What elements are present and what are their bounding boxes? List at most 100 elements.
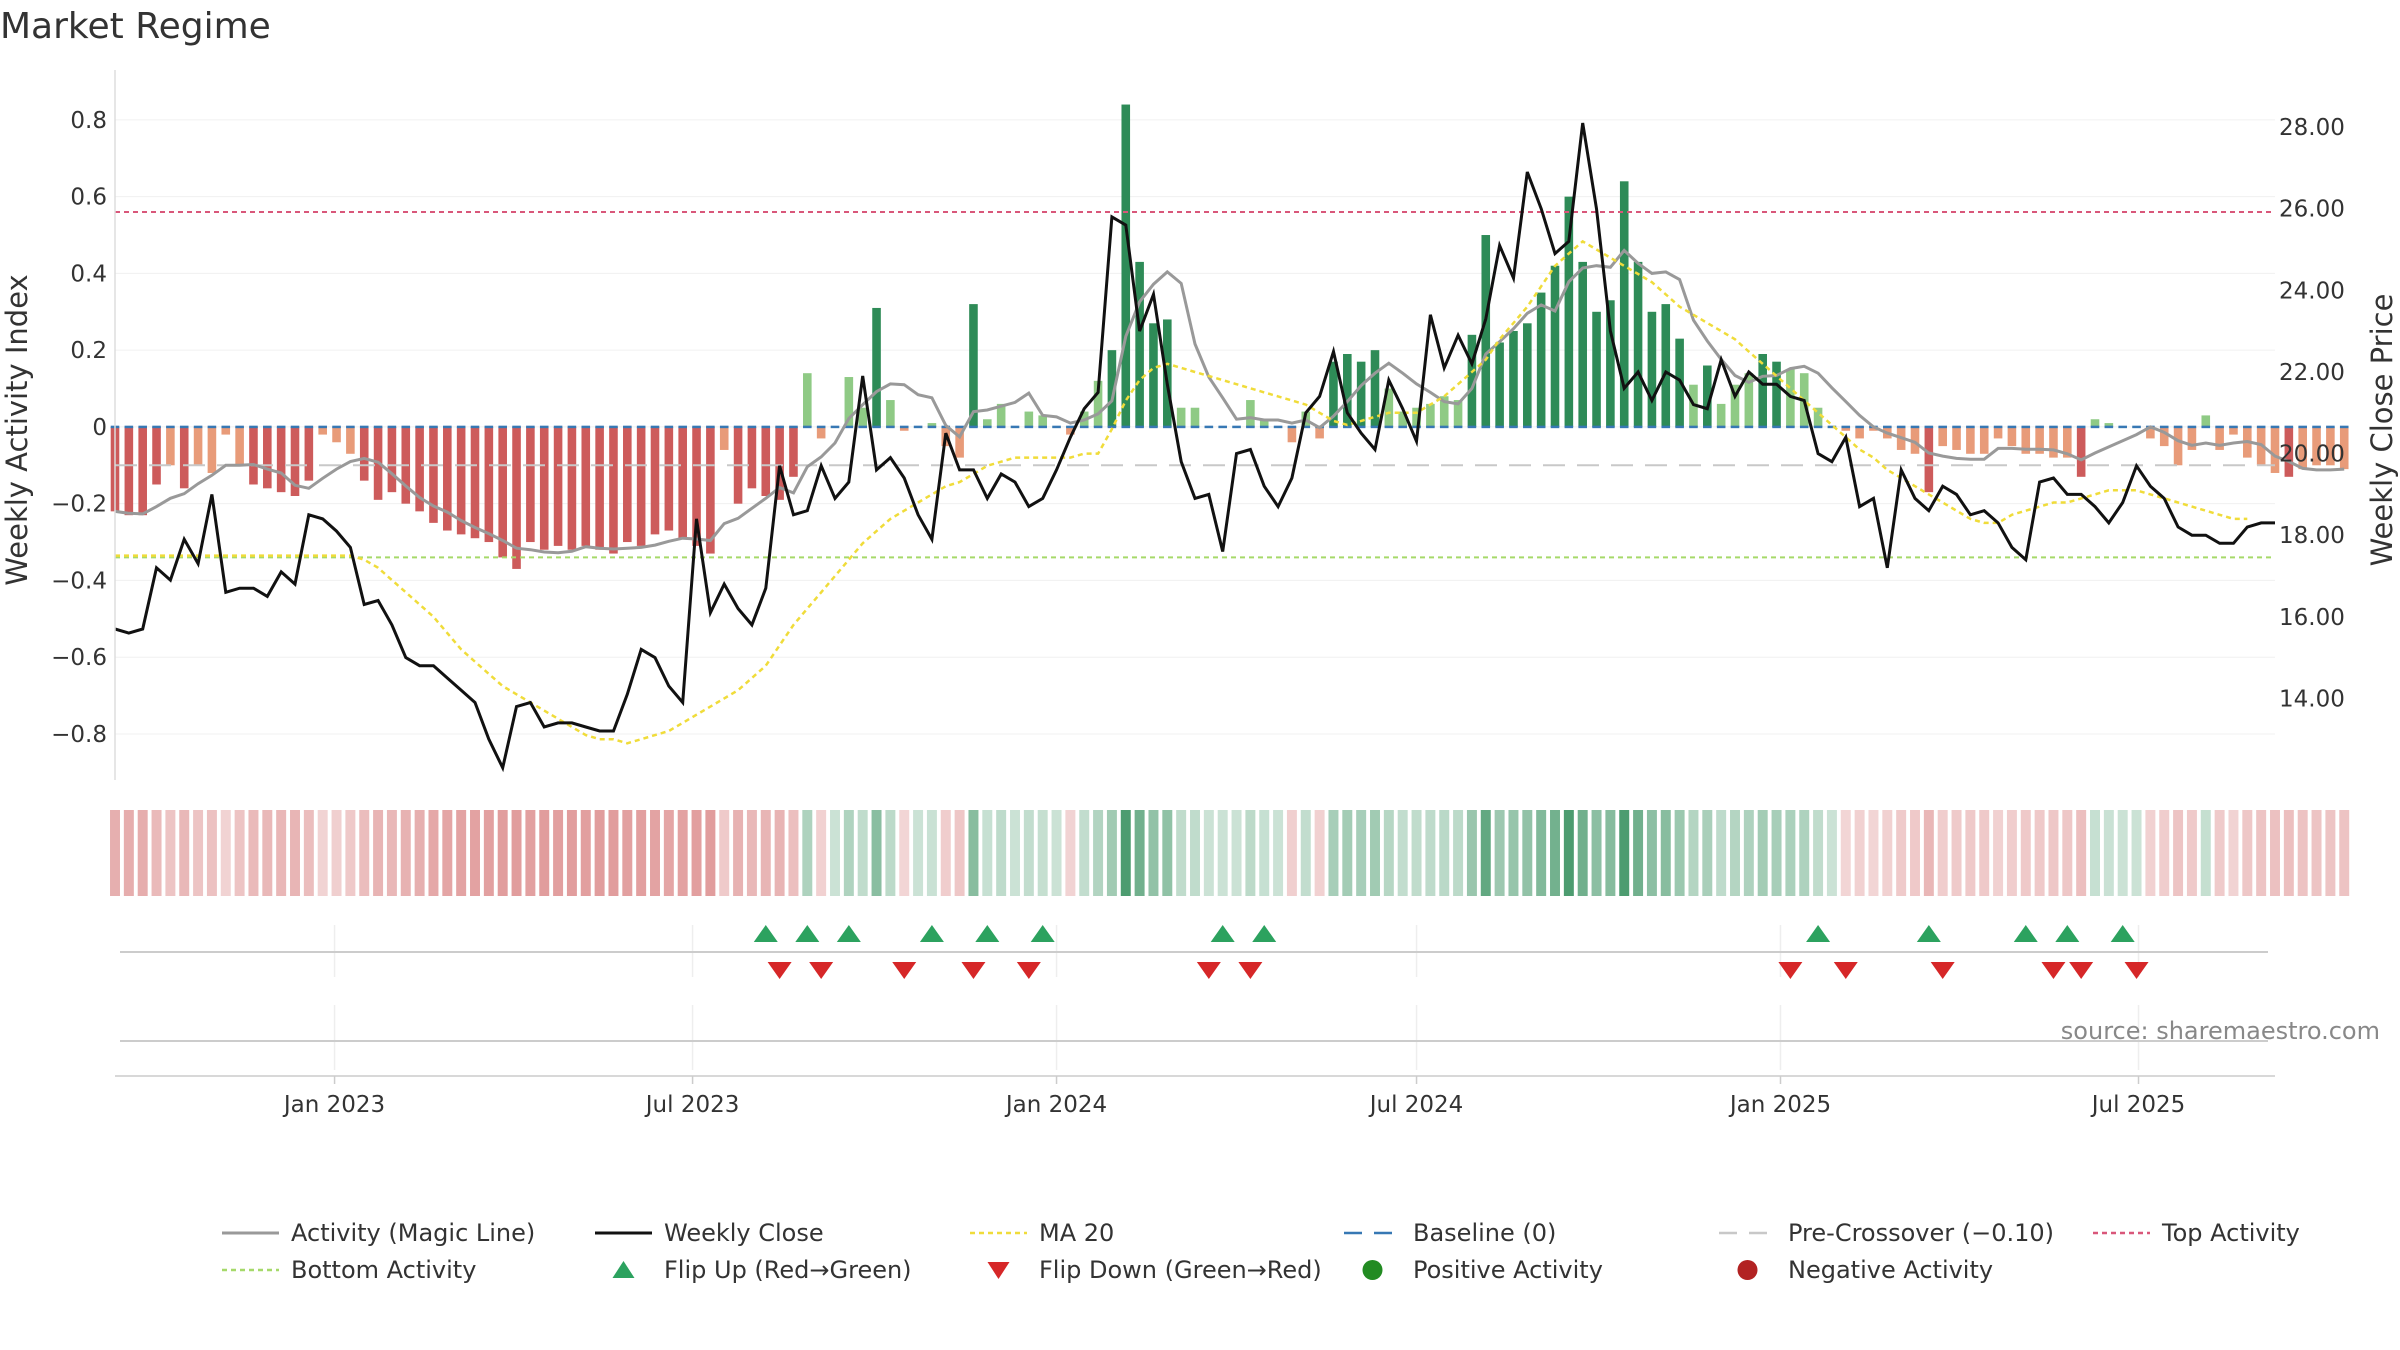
legend-negative-swatch <box>1737 1260 1758 1280</box>
regime-cell <box>1079 810 1090 896</box>
regime-cell <box>1176 810 1187 896</box>
regime-cell <box>2214 810 2225 896</box>
activity-bar <box>1163 319 1172 427</box>
activity-bar <box>2201 415 2211 427</box>
regime-cell <box>1453 810 1464 896</box>
regime-cell <box>1383 810 1394 896</box>
legend-flip-up-swatch <box>612 1261 635 1278</box>
activity-bar <box>2035 426 2044 454</box>
regime-cell <box>719 810 730 896</box>
activity-bar <box>1412 407 1421 427</box>
regime-cell <box>1591 810 1602 896</box>
activity-bar <box>1869 426 1878 431</box>
activity-bar <box>346 426 355 454</box>
activity-bar <box>1758 354 1767 427</box>
regime-cell <box>954 810 965 896</box>
regime-cell <box>1826 810 1837 896</box>
activity-bar <box>1481 235 1491 427</box>
regime-cell <box>1217 810 1228 896</box>
regime-cell <box>1286 810 1297 896</box>
regime-cell <box>1605 810 1616 896</box>
regime-cell <box>857 810 868 896</box>
regime-cell <box>2006 810 2017 896</box>
x-tick-label: Jul 2024 <box>1368 1092 1464 1118</box>
activity-bar <box>2284 426 2294 477</box>
activity-bar <box>2159 426 2169 447</box>
regime-cell <box>1702 810 1713 896</box>
regime-cell <box>1771 810 1782 896</box>
regime-cell <box>1854 810 1865 896</box>
activity-bar <box>1329 361 1338 427</box>
right-tick-label: 28.00 <box>2279 115 2345 141</box>
activity-bar <box>1924 426 1934 493</box>
regime-cell <box>802 810 813 896</box>
regime-cell <box>1743 810 1754 896</box>
regime-cell <box>788 810 799 896</box>
activity-bar <box>2312 426 2321 466</box>
activity-bar <box>1606 300 1615 427</box>
regime-cell <box>968 810 979 896</box>
regime-cell <box>1813 810 1824 896</box>
regime-cell <box>705 810 716 896</box>
flip-down-marker <box>1016 962 1041 979</box>
activity-bar <box>581 426 591 546</box>
activity-bar <box>2007 426 2017 447</box>
left-tick-label: −0.4 <box>51 568 107 594</box>
activity-bar <box>983 419 992 427</box>
activity-bar <box>996 403 1006 427</box>
activity-bar <box>1772 361 1781 427</box>
regime-cell <box>774 810 785 896</box>
regime-cell <box>2270 810 2280 896</box>
activity-bar <box>2326 426 2335 466</box>
regime-cell <box>1550 810 1560 896</box>
regime-cell <box>373 810 384 896</box>
activity-bar <box>1716 403 1726 427</box>
flip-down-marker <box>2069 962 2094 979</box>
regime-cell <box>899 810 910 896</box>
activity-bar <box>2187 426 2197 450</box>
activity-bar <box>803 373 812 427</box>
regime-cell <box>1480 810 1491 896</box>
activity-bar <box>706 426 715 554</box>
regime-cell <box>1120 810 1131 896</box>
activity-bar <box>429 426 438 523</box>
regime-cell <box>1314 810 1325 896</box>
regime-cell <box>525 810 536 896</box>
regime-cell <box>691 810 702 896</box>
regime-cell <box>483 810 494 896</box>
activity-bar <box>498 426 507 558</box>
regime-cell <box>2283 810 2294 896</box>
regime-cell <box>940 810 951 896</box>
regime-cell <box>331 810 342 896</box>
regime-cell <box>2297 810 2308 896</box>
source-label: source: sharemaestro.com <box>2061 1017 2380 1045</box>
regime-cell <box>414 810 425 896</box>
regime-cell <box>1023 810 1034 896</box>
regime-cell <box>2256 810 2267 896</box>
regime-cell <box>1577 810 1588 896</box>
regime-cell <box>359 810 370 896</box>
left-tick-label: −0.8 <box>51 722 107 748</box>
flip-down-marker <box>1196 962 1221 979</box>
activity-bar <box>1093 380 1103 427</box>
right-tick-label: 22.00 <box>2279 360 2345 386</box>
activity-bar <box>816 426 826 439</box>
activity-bar <box>692 426 701 546</box>
activity-bar <box>1523 323 1532 427</box>
regime-cell <box>2117 810 2128 896</box>
axes: 0.8 0.6 0.4 0.2 0 −0.2 −0.4 −0.6 −0.8 28.00 26.00 2… <box>51 70 2345 1118</box>
regime-cell <box>1037 810 1048 896</box>
activity-bar <box>152 426 161 485</box>
regime-cell <box>137 810 148 896</box>
regime-cell <box>733 810 744 896</box>
regime-cell <box>1993 810 2004 896</box>
regime-cell <box>1273 810 1284 896</box>
regime-cell <box>1065 810 1076 896</box>
activity-bar <box>872 307 881 427</box>
activity-bar <box>1979 426 1989 454</box>
regime-cell <box>1106 810 1117 896</box>
regime-cell <box>1356 810 1367 896</box>
left-tick-label: −0.2 <box>51 492 107 518</box>
activity-bar <box>166 426 175 466</box>
